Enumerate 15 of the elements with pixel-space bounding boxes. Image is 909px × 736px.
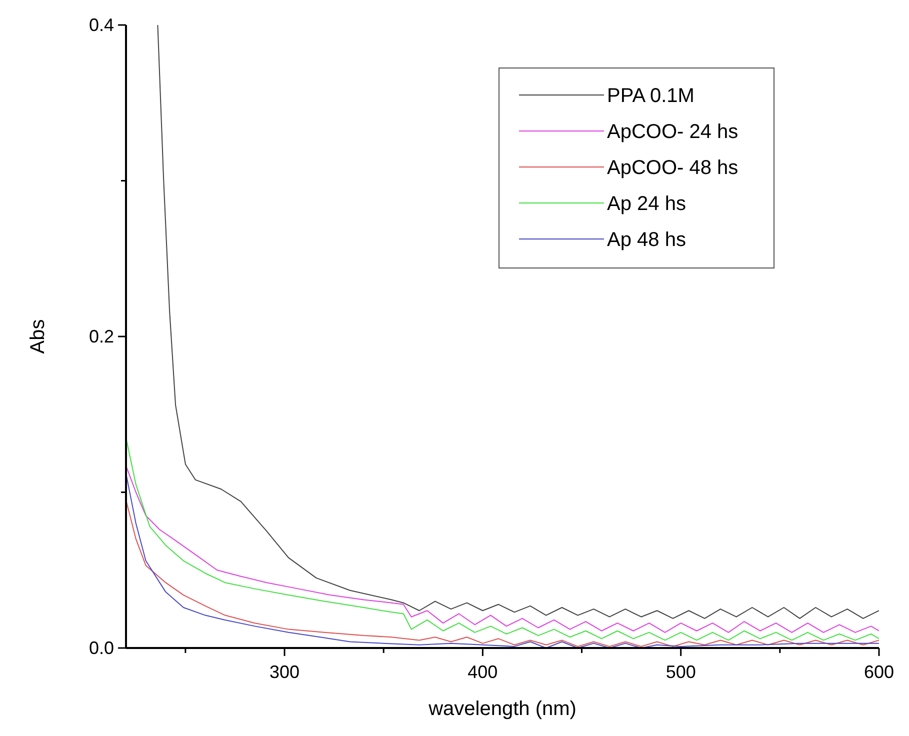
x-tick-label: 400 <box>468 662 498 682</box>
legend-label: ApCOO- 48 hs <box>607 157 738 179</box>
legend-label: Ap 48 hs <box>607 229 686 251</box>
y-tick-label: 0.0 <box>88 638 114 658</box>
x-axis-title: wavelength (nm) <box>428 698 576 720</box>
y-axis-title: Abs <box>27 319 49 354</box>
legend-label: ApCOO- 24 hs <box>607 121 738 143</box>
legend-label: PPA 0.1M <box>607 85 694 107</box>
line-series <box>157 24 879 619</box>
x-tick-label: 300 <box>270 662 300 682</box>
x-tick-label: 500 <box>666 662 696 682</box>
y-tick-label: 0.2 <box>88 326 114 346</box>
y-tick-label: 0.4 <box>88 15 114 35</box>
legend-label: Ap 24 hs <box>607 193 686 215</box>
x-tick-label: 600 <box>864 662 894 682</box>
